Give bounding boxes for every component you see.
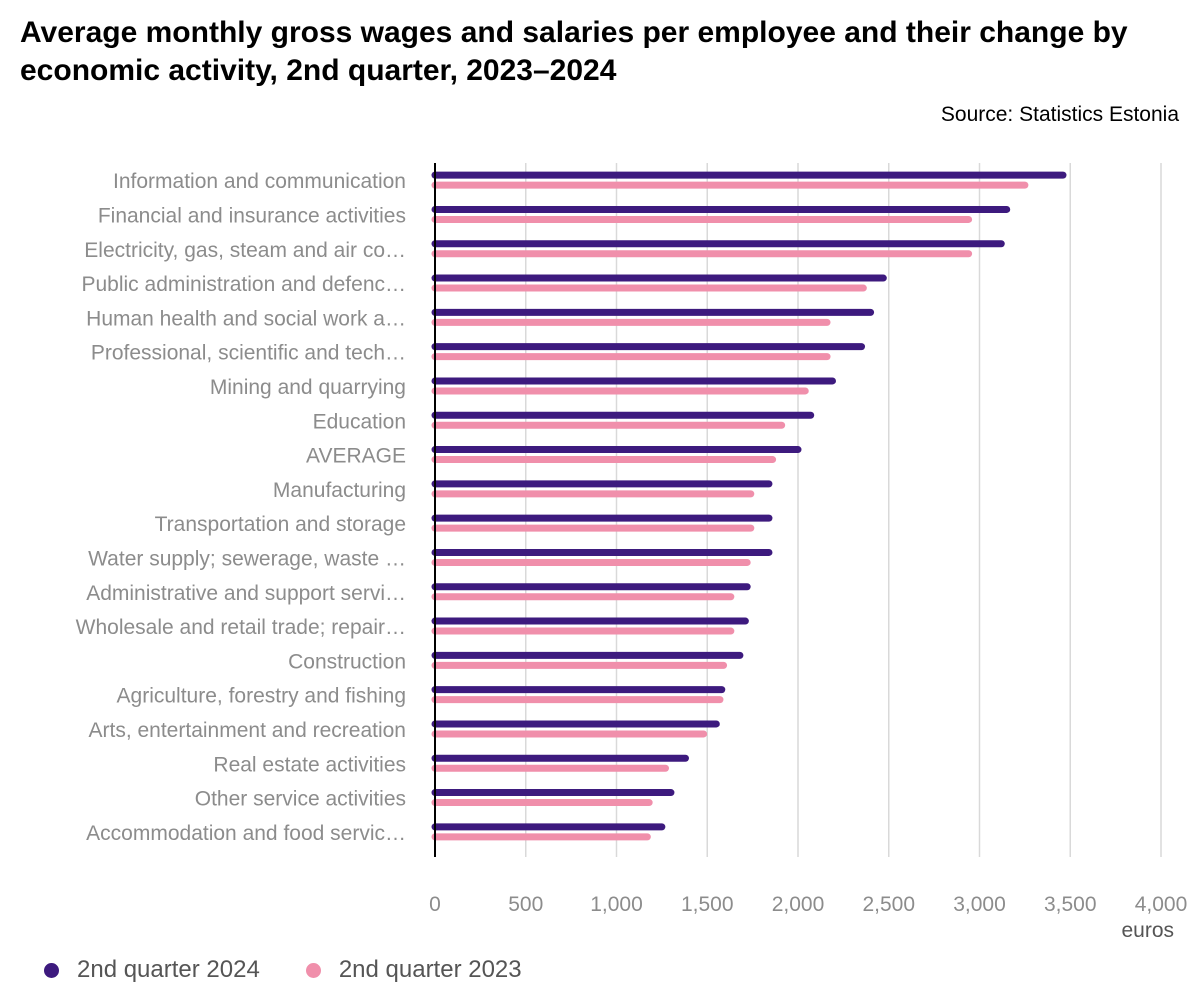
legend-dot-2023 xyxy=(305,962,321,978)
x-tick-label: 2,500 xyxy=(862,893,915,916)
x-axis-label: euros xyxy=(1121,919,1174,942)
category-label: Electricity, gas, steam and air co… xyxy=(84,239,406,262)
category-label: Accommodation and food servic… xyxy=(86,822,406,845)
x-tick-label: 1,500 xyxy=(681,893,734,916)
category-label: Manufacturing xyxy=(273,479,406,502)
category-label: Administrative and support servi… xyxy=(86,582,406,605)
category-label: Human health and social work a… xyxy=(86,307,406,330)
category-label: Public administration and defenc… xyxy=(81,273,406,296)
category-label: Water supply; sewerage, waste … xyxy=(88,547,406,570)
category-label: Wholesale and retail trade; repair… xyxy=(76,616,406,639)
x-tick-label: 4,000 xyxy=(1135,893,1188,916)
x-tick-label: 0 xyxy=(429,893,441,916)
legend-dot-2024 xyxy=(44,962,59,978)
x-tick-label: 500 xyxy=(508,893,543,916)
legend: 2nd quarter 2024 2nd quarter 2023 xyxy=(44,956,568,984)
category-label: Real estate activities xyxy=(213,753,406,776)
category-label: Agriculture, forestry and fishing xyxy=(117,685,406,708)
x-tick-label: 1,000 xyxy=(590,893,643,916)
category-label: Information and communication xyxy=(113,170,406,193)
chart-title: Average monthly gross wages and salaries… xyxy=(20,16,1128,87)
category-label: Other service activities xyxy=(195,788,406,811)
category-label: Professional, scientific and tech… xyxy=(91,342,406,365)
category-label: Construction xyxy=(288,650,406,673)
category-label: AVERAGE xyxy=(306,445,406,468)
category-label: Transportation and storage xyxy=(155,513,406,536)
legend-item-2024[interactable]: 2nd quarter 2024 xyxy=(44,956,260,984)
legend-label-2024: 2nd quarter 2024 xyxy=(77,956,260,983)
x-tick-label: 2,000 xyxy=(772,893,825,916)
legend-item-2023[interactable]: 2nd quarter 2023 xyxy=(305,956,522,984)
legend-label-2023: 2nd quarter 2023 xyxy=(338,956,522,983)
x-tick-label: 3,000 xyxy=(953,893,1006,916)
category-label: Mining and quarrying xyxy=(210,376,406,399)
category-label: Financial and insurance activities xyxy=(98,204,406,227)
x-tick-label: 3,500 xyxy=(1044,893,1097,916)
category-label: Education xyxy=(313,410,406,433)
category-label: Arts, entertainment and recreation xyxy=(88,719,406,742)
source-note: Source: Statistics Estonia xyxy=(940,103,1179,126)
